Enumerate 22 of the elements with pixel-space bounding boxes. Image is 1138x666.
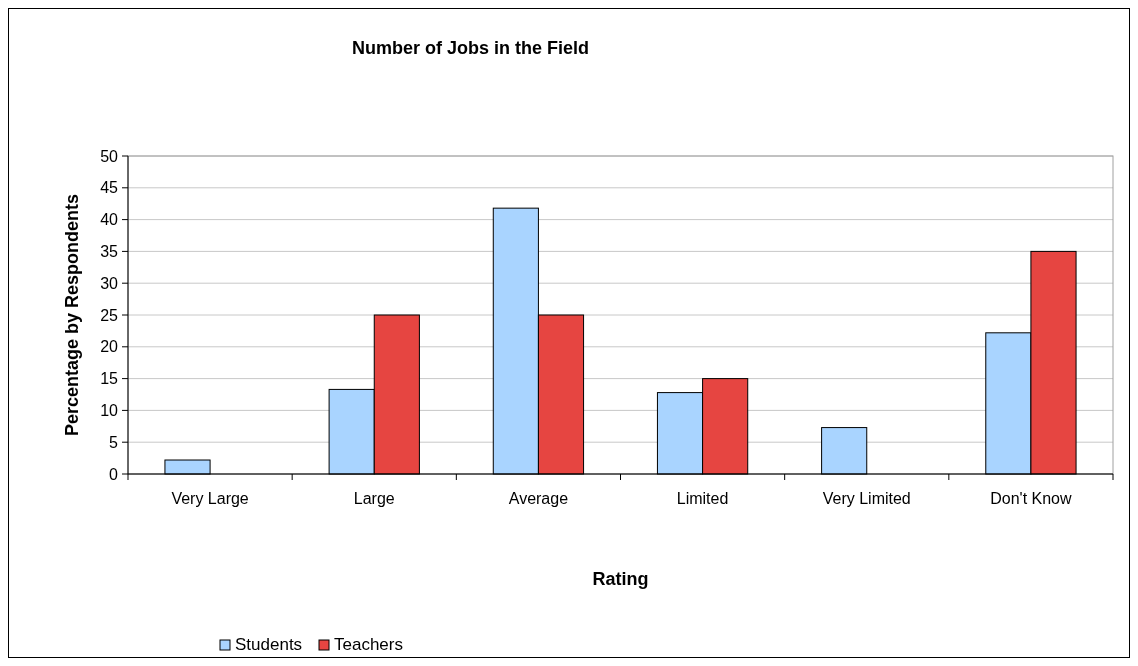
y-tick-label: 20 [100,338,119,356]
y-axis-title: Percentage by Respondents [62,193,82,437]
y-tick-label: 15 [100,370,119,388]
x-axis-title: Rating [592,569,649,589]
y-tick-label: 10 [100,402,119,419]
y-tick-label: 45 [100,179,119,197]
x-tick-label: Very Limited [822,490,911,507]
y-tick-label: 40 [100,211,119,229]
x-tick-label: Large [353,490,395,507]
x-tick-label: Very Large [171,490,249,507]
y-tick-label: 30 [100,274,119,292]
y-tick-label: 25 [100,306,119,324]
chart-title: Number of Jobs in the Field [351,38,590,58]
x-tick-label: Limited [676,490,729,507]
y-tick-label: 5 [109,433,119,451]
y-tick-label: 0 [109,465,119,483]
legend-label: Teachers [334,635,403,654]
y-tick-label: 50 [100,147,119,165]
x-tick-label: Average [508,490,569,507]
legend-label: Students [235,635,303,654]
y-tick-label: 35 [100,243,119,260]
x-tick-label: Don't Know [990,490,1073,507]
